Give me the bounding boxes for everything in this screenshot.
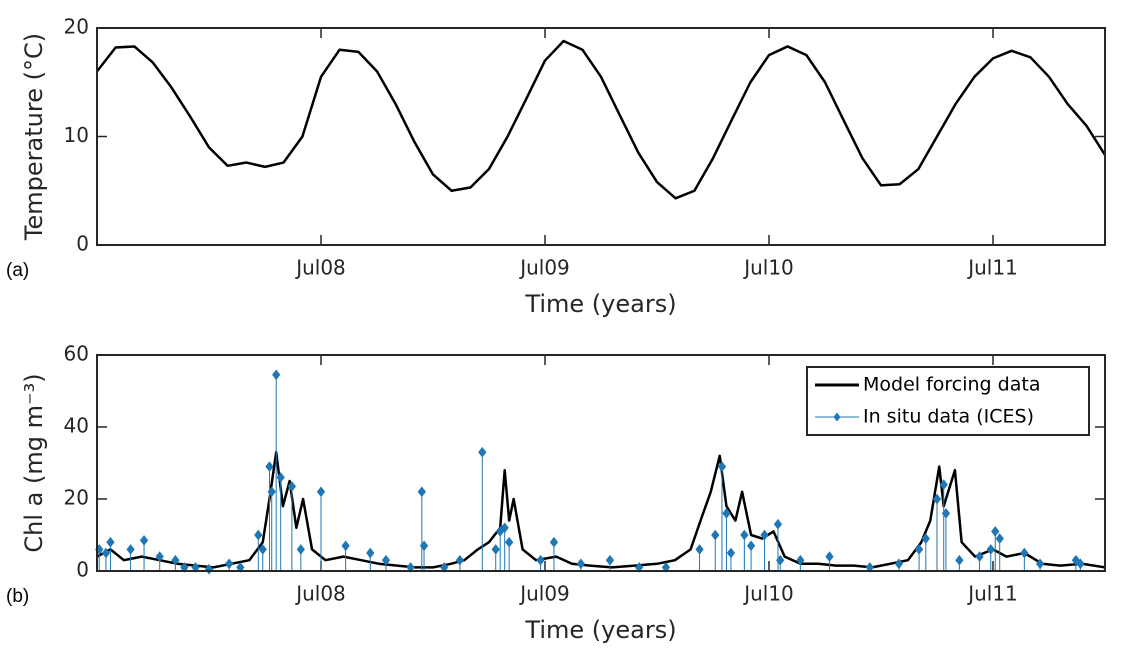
stem-marker [986, 544, 995, 555]
legend-box [806, 366, 1090, 436]
y-tick-label: 60 [64, 342, 89, 366]
stem-marker [254, 529, 263, 541]
stem-marker [267, 486, 276, 498]
stem-marker [975, 551, 984, 562]
x-tick-label: Jul08 [294, 582, 346, 606]
stem-marker [991, 526, 1000, 537]
x-axis-label: Time (years) [524, 616, 676, 644]
line-series [96, 450, 1106, 569]
stem-marker [760, 529, 769, 541]
stem-marker [171, 554, 180, 566]
stem-marker [287, 481, 297, 492]
stem-marker [272, 369, 281, 381]
x-tick-label: Jul10 [742, 582, 794, 606]
stem-marker [576, 558, 585, 570]
stem-marker [455, 554, 465, 566]
x-axis-label: Time (years) [524, 290, 676, 318]
y-tick-label: 40 [64, 414, 89, 438]
stem-marker [825, 551, 834, 562]
stem-marker [155, 551, 164, 562]
stem-marker [381, 554, 391, 566]
panel-label: (b) [6, 586, 29, 607]
stem-marker [296, 544, 305, 555]
stem-marker [1035, 558, 1045, 570]
plot-area [97, 28, 1105, 245]
legend-marker [833, 412, 841, 422]
x-tick-label: Jul11 [966, 256, 1018, 280]
stem-marker [776, 554, 785, 566]
stem-marker [746, 540, 756, 552]
stem-marker [1020, 547, 1029, 559]
stem-marker [995, 533, 1004, 544]
stem-marker [941, 508, 951, 519]
legend-label: Model forcing data [863, 374, 1040, 396]
stem-marker [914, 544, 924, 555]
stem-marker [500, 522, 509, 534]
stem-marker [139, 535, 149, 546]
stem-marker [695, 544, 704, 555]
stem-marker [225, 558, 234, 570]
y-tick-label: 0 [76, 232, 89, 256]
x-tick-label: Jul11 [966, 582, 1018, 606]
stem-marker [711, 529, 720, 541]
y-tick-label: 0 [76, 558, 89, 582]
stem-marker [717, 461, 727, 472]
plot-frame [96, 27, 1106, 246]
stem-marker [126, 544, 135, 555]
y-axis-label: Chl a (mg m⁻³) [20, 373, 48, 552]
x-tick-label: Jul10 [742, 256, 794, 280]
stem-marker [265, 461, 274, 472]
stem-marker [341, 540, 350, 552]
y-tick-label: 20 [64, 15, 89, 39]
stem-marker [549, 536, 559, 548]
stem-marker [939, 479, 948, 490]
stem-marker [258, 544, 267, 555]
stem-marker [316, 486, 326, 498]
stem-marker [726, 547, 736, 559]
stem-marker [478, 446, 487, 458]
stem-marker [101, 547, 111, 559]
y-tick-label: 10 [64, 123, 89, 147]
stem-marker [419, 540, 429, 552]
stem-marker [505, 536, 514, 548]
stem-marker [722, 508, 731, 519]
x-tick-label: Jul08 [294, 256, 346, 280]
stem-marker [796, 554, 805, 566]
line-series [96, 39, 1107, 200]
stem-marker [894, 558, 904, 570]
stem-marker [955, 554, 964, 566]
stem-marker [417, 486, 426, 498]
stem-marker [366, 547, 375, 559]
stem-marker [536, 554, 545, 566]
stem-marker [491, 544, 500, 555]
y-tick-label: 20 [64, 486, 89, 510]
stem-marker [106, 536, 115, 548]
stem-marker [921, 533, 930, 544]
plot-frame [96, 354, 1106, 572]
x-tick-label: Jul09 [518, 582, 570, 606]
stem-marker [932, 493, 942, 505]
panel-label: (a) [6, 260, 29, 281]
x-tick-label: Jul09 [518, 256, 570, 280]
y-axis-label: Temperature (°C) [20, 33, 48, 241]
legend-label: In situ data (ICES) [863, 406, 1034, 428]
stem-marker [1076, 558, 1085, 570]
stem-marker [276, 472, 285, 483]
stem-marker [773, 518, 783, 530]
stem-marker [605, 554, 615, 566]
stem-marker [740, 529, 749, 541]
